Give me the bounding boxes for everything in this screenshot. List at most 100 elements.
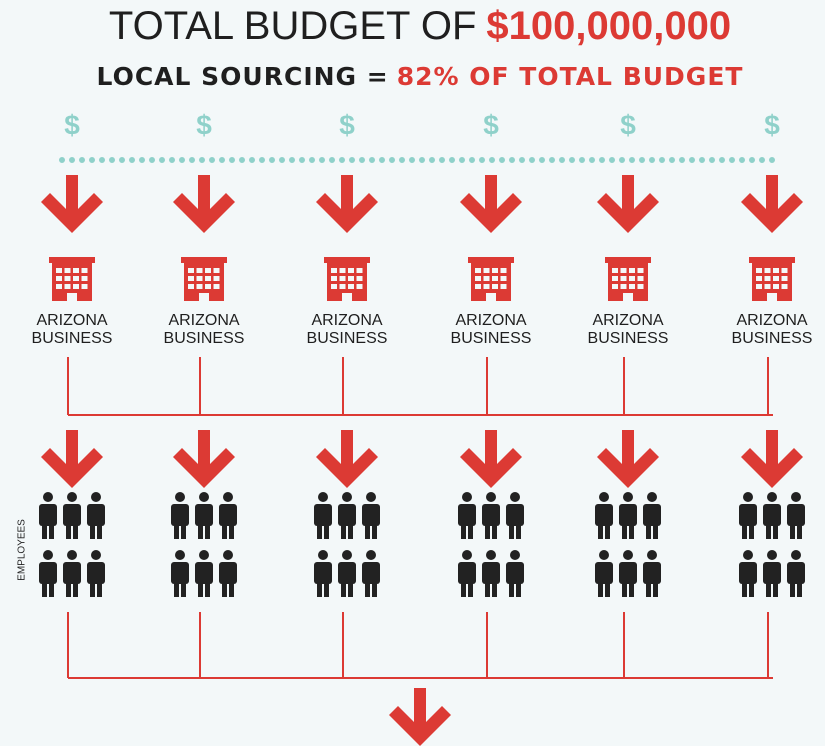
person-leg (372, 522, 377, 539)
person-leg (97, 580, 102, 597)
person-leg (605, 522, 610, 539)
person-leg (174, 580, 179, 597)
window (629, 276, 635, 281)
person-body (763, 504, 781, 526)
person-body (314, 504, 332, 526)
person-leg (198, 522, 203, 539)
person-leg (598, 522, 603, 539)
window (612, 276, 618, 281)
person-head (510, 492, 520, 502)
person-head (462, 550, 472, 560)
person-head (599, 550, 609, 560)
person-head (510, 550, 520, 560)
business-label: ARIZONA (168, 312, 239, 329)
window (356, 284, 363, 289)
person-body (506, 562, 524, 584)
dollar: $ (339, 109, 355, 140)
window (637, 268, 644, 273)
window (348, 276, 354, 281)
person-body (362, 562, 380, 584)
title-amount: $100,000,000 (486, 4, 731, 48)
window (213, 268, 220, 273)
person-body (314, 562, 332, 584)
person-leg (797, 580, 802, 597)
arrow (741, 430, 803, 488)
window (492, 268, 498, 273)
window (781, 284, 788, 289)
door (767, 293, 777, 301)
person-head (199, 492, 209, 502)
person-body (458, 562, 476, 584)
window (781, 276, 788, 281)
window (781, 268, 788, 273)
person-leg (516, 522, 521, 539)
window (483, 276, 490, 281)
person-leg (229, 522, 234, 539)
door (623, 293, 633, 301)
dollar: $ (483, 109, 499, 140)
window (773, 276, 779, 281)
person-body (171, 562, 189, 584)
window (205, 276, 211, 281)
business-label: BUSINESS (32, 330, 113, 347)
person-head (175, 550, 185, 560)
building-roof (468, 257, 514, 263)
window (500, 284, 507, 289)
window (629, 268, 635, 273)
employees-label: EMPLOYEES (17, 519, 28, 581)
window (81, 276, 88, 281)
title: TOTAL BUDGET OF $100,000,000 (109, 4, 731, 48)
window (81, 268, 88, 273)
person-leg (766, 522, 771, 539)
person-head (318, 550, 328, 560)
person-body (195, 504, 213, 526)
person-head (91, 550, 101, 560)
person-leg (90, 522, 95, 539)
person-leg (324, 580, 329, 597)
person-body (458, 504, 476, 526)
window (56, 268, 62, 273)
door (199, 293, 209, 301)
title-prefix: TOTAL BUDGET OF (109, 4, 476, 48)
door (67, 293, 77, 301)
person-leg (181, 522, 186, 539)
person-leg (492, 580, 497, 597)
person-body (619, 504, 637, 526)
person-head (647, 550, 657, 560)
window (196, 284, 203, 289)
window (213, 276, 220, 281)
person-leg (516, 580, 521, 597)
person-head (366, 550, 376, 560)
window (73, 284, 79, 289)
person-leg (73, 522, 78, 539)
building-roof (49, 257, 95, 263)
person-leg (205, 522, 210, 539)
person-leg (317, 580, 322, 597)
window (492, 284, 498, 289)
person-body (787, 562, 805, 584)
person-body (63, 562, 81, 584)
business-label: ARIZONA (455, 312, 526, 329)
person-body (195, 562, 213, 584)
window (331, 276, 337, 281)
person-leg (97, 522, 102, 539)
person-body (219, 562, 237, 584)
person-head (223, 492, 233, 502)
person-body (787, 504, 805, 526)
person-leg (372, 580, 377, 597)
person-body (87, 562, 105, 584)
arrow (597, 430, 659, 488)
window (339, 276, 346, 281)
window (64, 284, 71, 289)
business-label: ARIZONA (311, 312, 382, 329)
window (73, 276, 79, 281)
person-leg (222, 522, 227, 539)
window (188, 284, 194, 289)
arrow (41, 430, 103, 488)
window (500, 268, 507, 273)
person-leg (797, 522, 802, 539)
window (356, 276, 363, 281)
dollar: $ (196, 109, 212, 140)
window (356, 268, 363, 273)
window (64, 276, 71, 281)
